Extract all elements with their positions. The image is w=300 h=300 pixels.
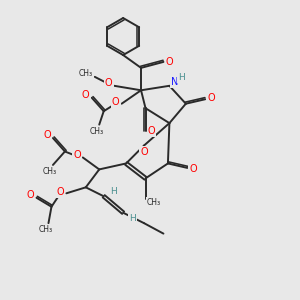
Text: O: O [57,187,64,197]
Text: CH₃: CH₃ [42,167,56,176]
Text: O: O [148,126,155,136]
Text: O: O [73,150,81,160]
Text: O: O [112,97,119,107]
Text: CH₃: CH₃ [38,225,52,234]
Text: O: O [82,90,90,100]
Text: O: O [43,130,51,140]
Text: H: H [178,73,185,82]
Text: O: O [207,93,215,103]
Text: O: O [190,164,197,173]
Text: H: H [129,214,136,223]
Text: O: O [105,78,112,88]
Text: O: O [166,57,173,67]
Text: H: H [110,187,117,196]
Text: CH₃: CH₃ [147,198,161,207]
Text: O: O [140,147,148,157]
Text: CH₃: CH₃ [79,69,93,78]
Text: CH₃: CH₃ [90,127,104,136]
Text: O: O [27,190,34,200]
Text: N: N [171,77,178,87]
